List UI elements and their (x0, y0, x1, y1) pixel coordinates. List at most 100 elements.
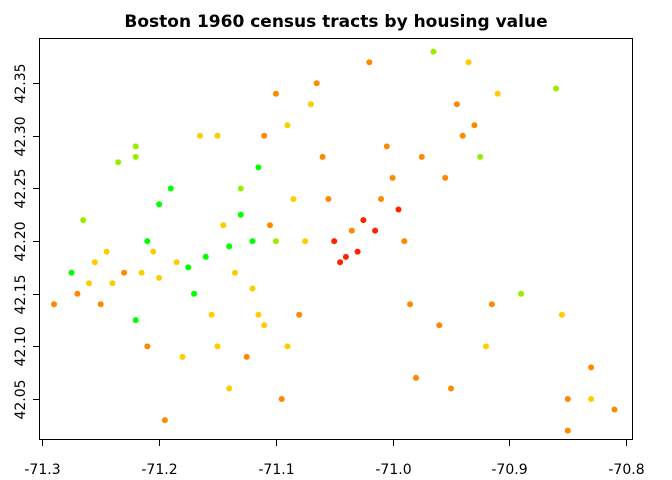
x-tick-label: -71.2 (141, 462, 177, 478)
data-point (564, 396, 571, 402)
data-point (121, 269, 128, 276)
x-tick-label: -71.1 (258, 462, 294, 478)
data-point (360, 217, 367, 224)
data-point (261, 322, 268, 329)
data-point (319, 153, 326, 160)
data-point (214, 343, 221, 350)
data-point (144, 238, 151, 245)
data-point (413, 374, 419, 381)
data-point (255, 164, 262, 171)
data-point (115, 159, 122, 166)
data-point (97, 301, 104, 308)
data-point (132, 153, 139, 160)
data-point (284, 122, 291, 129)
data-point (296, 311, 303, 318)
data-point (407, 301, 414, 308)
data-point (197, 132, 203, 139)
data-point (331, 238, 338, 245)
data-point (261, 132, 268, 139)
data-point (272, 238, 279, 245)
data-point (459, 132, 466, 139)
data-point (588, 396, 595, 402)
data-points (51, 48, 618, 434)
data-point (249, 238, 256, 245)
data-point (237, 211, 244, 218)
y-tick-label: 42.20 (13, 221, 29, 261)
data-point (564, 427, 571, 434)
data-point (372, 227, 379, 234)
data-point (430, 48, 437, 55)
data-point (103, 248, 110, 255)
data-point (366, 59, 373, 66)
data-point (185, 264, 192, 271)
data-point (518, 290, 525, 297)
data-point (342, 253, 349, 260)
data-point (179, 353, 186, 360)
data-point (553, 85, 560, 92)
x-tick-label: -70.9 (491, 462, 527, 478)
data-point (483, 343, 489, 350)
y-tick-label: 42.05 (13, 379, 29, 419)
data-point (138, 269, 145, 276)
data-point (477, 153, 484, 160)
x-tick-label: -70.8 (608, 462, 644, 478)
data-point (232, 269, 238, 276)
data-point (494, 90, 501, 97)
data-point (442, 174, 449, 181)
data-point (337, 259, 344, 266)
data-point (395, 206, 402, 213)
data-point (161, 417, 168, 424)
data-point (191, 290, 198, 297)
data-point (588, 364, 595, 371)
data-point (272, 90, 279, 97)
data-point (74, 290, 81, 297)
data-point (290, 196, 297, 202)
y-tick-label: 42.30 (13, 116, 29, 156)
y-tick-label: 42.15 (13, 274, 29, 314)
data-point (68, 269, 75, 276)
y-tick-label: 42.25 (13, 168, 29, 208)
data-point (237, 185, 244, 192)
data-point (453, 101, 460, 108)
data-point (558, 311, 565, 318)
data-point (208, 311, 215, 318)
data-point (243, 353, 250, 360)
data-point (173, 259, 180, 266)
data-point (255, 311, 262, 318)
data-point (109, 280, 116, 287)
y-axis: 42.05 42.10 42.15 42.20 42.25 42.30 42.35 (13, 63, 40, 420)
data-point (214, 132, 221, 139)
data-point (278, 396, 285, 402)
data-point (150, 248, 157, 255)
data-point (448, 385, 454, 392)
data-point (267, 222, 273, 229)
data-point (226, 243, 233, 250)
data-point (86, 280, 92, 287)
data-point (611, 406, 618, 413)
data-point (202, 253, 209, 260)
data-point (80, 217, 87, 224)
x-tick-label: -71.3 (24, 462, 60, 478)
data-point (302, 238, 309, 245)
x-tick-label: -71.0 (375, 462, 411, 478)
data-point (418, 153, 425, 160)
data-point (471, 122, 478, 129)
data-point (156, 274, 163, 281)
data-point (313, 80, 320, 87)
y-tick-label: 42.10 (13, 326, 29, 366)
data-point (436, 322, 443, 329)
data-point (488, 301, 495, 308)
data-point (325, 196, 332, 202)
y-tick-label: 42.35 (13, 63, 29, 103)
data-point (226, 385, 233, 392)
data-point (383, 143, 390, 150)
data-point (91, 259, 98, 266)
data-point (156, 201, 163, 208)
x-axis: -71.3 -71.2 -71.1 -71.0 -70.9 -70.8 (24, 439, 645, 478)
data-point (132, 143, 139, 150)
data-point (354, 248, 361, 255)
data-point (132, 317, 139, 324)
data-point (307, 101, 314, 108)
data-point (465, 59, 472, 66)
